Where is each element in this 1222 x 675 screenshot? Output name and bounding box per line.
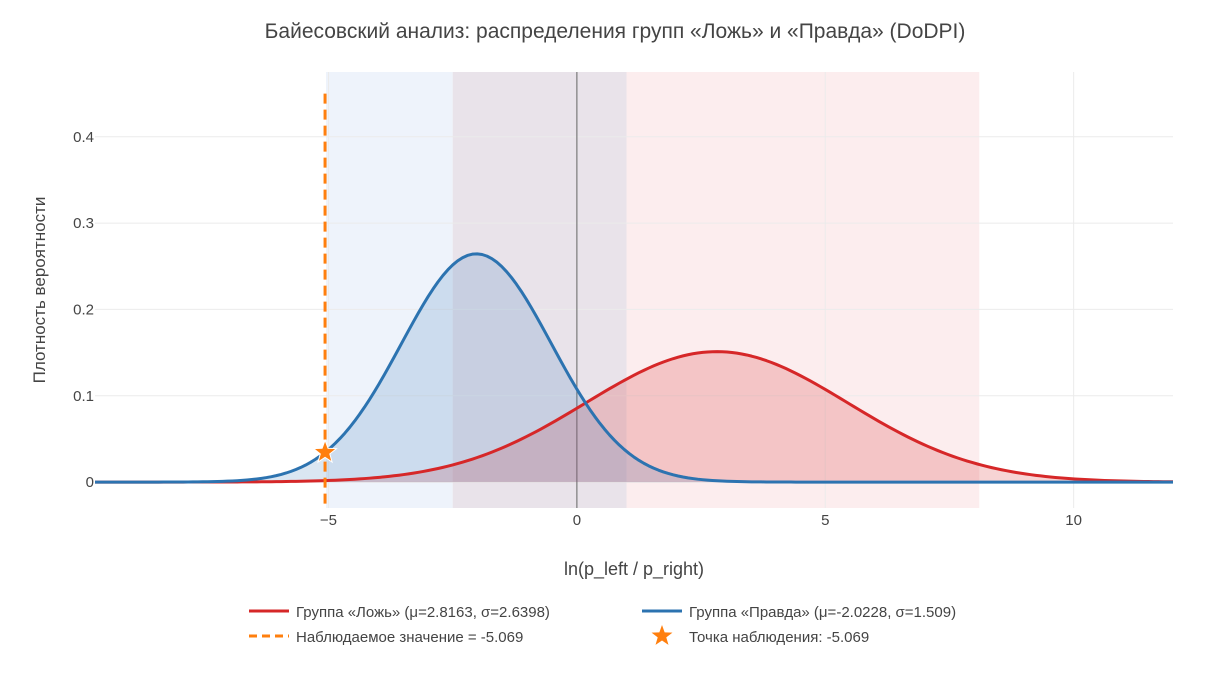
x-tick-label: −5 (320, 512, 337, 529)
legend-label-false-group: Группа «Ложь» (μ=2.8163, σ=2.6398) (296, 604, 550, 621)
observation-layer (312, 93, 338, 508)
y-axis-label: Плотность вероятности (30, 197, 49, 384)
y-tick-label: 0.1 (73, 388, 94, 405)
density-line-false-group (95, 350, 1174, 484)
legend-item-true-group[interactable]: Группа «Правда» (μ=-2.0228, σ=1.509) (642, 604, 956, 621)
legend-item-observed-line[interactable]: Наблюдаемое значение = -5.069 (249, 629, 523, 646)
y-tick-label: 0.3 (73, 215, 94, 232)
legend-item-observation-point[interactable]: Точка наблюдения: -5.069 (651, 625, 870, 646)
legend-item-false-group[interactable]: Группа «Ложь» (μ=2.8163, σ=2.6398) (249, 604, 550, 621)
density-area-false-group (95, 351, 1173, 483)
density-area-true-group (95, 253, 1173, 483)
legend-label-observation-point: Точка наблюдения: -5.069 (689, 629, 869, 646)
y-tick-label: 0.4 (73, 129, 94, 146)
legend-label-observed-line: Наблюдаемое значение = -5.069 (296, 629, 523, 646)
legend[interactable]: Группа «Ложь» (μ=2.8163, σ=2.6398) Групп… (249, 604, 956, 646)
x-tick-label: 5 (821, 512, 829, 529)
legend-star-icon (651, 625, 673, 645)
density-line-true-group (95, 252, 1173, 484)
observation-star-marker (312, 438, 338, 464)
x-tick-label: 0 (573, 512, 581, 529)
chart-title: Байесовский анализ: распределения групп … (265, 20, 966, 43)
y-tick-label: 0 (86, 474, 94, 491)
tick-labels: −5 0 5 10 0 0.1 0.2 0.3 0.4 (73, 129, 1082, 529)
background-bands (326, 72, 980, 508)
x-tick-label: 10 (1065, 512, 1082, 529)
background-band (452, 72, 627, 508)
legend-label-true-group: Группа «Правда» (μ=-2.0228, σ=1.509) (689, 604, 956, 621)
density-areas (95, 253, 1173, 483)
x-axis-label: ln(p_left / p_right) (564, 559, 704, 580)
y-tick-label: 0.2 (73, 301, 94, 318)
density-lines (95, 252, 1174, 484)
background-band (626, 72, 980, 508)
